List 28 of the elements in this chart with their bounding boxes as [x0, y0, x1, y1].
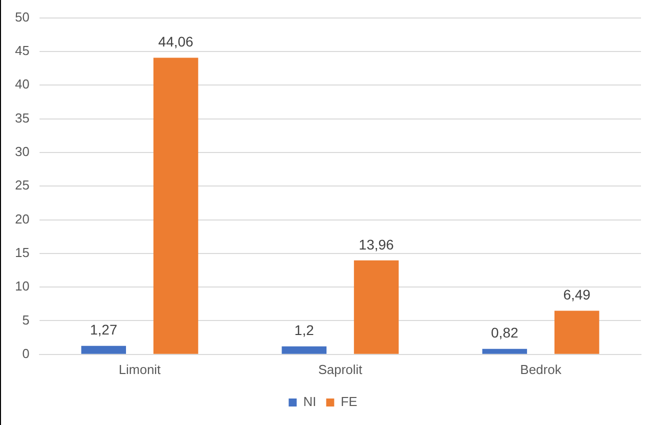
- x-tick-label: Saprolit: [318, 362, 363, 377]
- y-tick-label: 45: [14, 43, 30, 58]
- x-tick-label: Limonit: [118, 362, 162, 377]
- data-label: 13,96: [358, 236, 394, 252]
- data-label: 1,2: [294, 322, 314, 338]
- y-tick-label: 0: [22, 346, 30, 361]
- y-tick-label: 15: [14, 245, 30, 260]
- bar: [554, 310, 600, 354]
- y-tick-label: 40: [14, 76, 30, 92]
- y-tick-label: 30: [14, 144, 30, 160]
- bar: [153, 58, 198, 354]
- y-tick-label: 35: [14, 110, 30, 126]
- bar: [282, 346, 327, 354]
- y-tick-label: 5: [22, 312, 30, 328]
- y-tick-label: 50: [14, 9, 30, 24]
- bar: [354, 260, 399, 354]
- bar: [482, 348, 528, 354]
- legend-label: FE: [340, 394, 358, 410]
- y-tick-label: 25: [14, 178, 30, 193]
- x-tick-label: Bedrok: [520, 362, 562, 377]
- data-label: 44,06: [158, 34, 194, 50]
- legend-label: NI: [303, 394, 316, 410]
- y-tick-label: 10: [14, 278, 30, 294]
- data-label: 6,49: [563, 286, 591, 303]
- bar: [81, 346, 126, 354]
- y-tick-label: 20: [14, 211, 30, 226]
- data-label: 1,27: [90, 322, 118, 338]
- data-label: 0,82: [491, 324, 518, 341]
